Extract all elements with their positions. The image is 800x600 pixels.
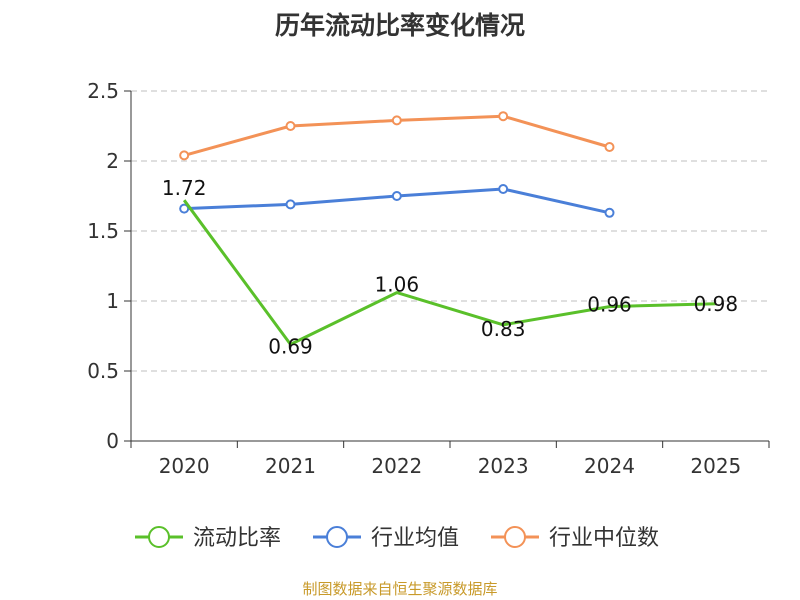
source-note: 制图数据来自恒生聚源数据库: [302, 580, 497, 598]
data-label: 0.96: [587, 293, 632, 317]
y-tick-label: 0: [106, 429, 119, 453]
y-tick-label: 1: [106, 289, 119, 313]
y-tick-label: 2: [106, 149, 119, 173]
data-label: 1.06: [375, 273, 420, 297]
legend-label: 流动比率: [193, 526, 281, 551]
data-point-marker: [498, 184, 509, 194]
legend-marker: [148, 526, 170, 548]
data-point-marker: [498, 111, 509, 122]
x-tick-label: 2024: [584, 454, 635, 478]
data-point-marker: [179, 203, 190, 214]
x-tick-label: 2021: [265, 454, 316, 478]
y-tick-label: 2.5: [87, 79, 119, 103]
data-label: 1.72: [162, 176, 207, 200]
legend[interactable]: 流动比率 行业均值 行业中位数: [135, 526, 659, 551]
x-tick-label: 2023: [478, 454, 529, 478]
legend-item-industry-median[interactable]: 行业中位数: [491, 526, 659, 551]
legend-marker: [504, 526, 526, 548]
data-label: 0.98: [694, 292, 739, 316]
series-layer: [179, 111, 716, 346]
axes: 0 0.5 1 1.5 2 2.5 2020 2021 2022 2023 2024 2025: [87, 79, 770, 478]
x-tick-label: 2020: [159, 454, 210, 478]
legend-label: 行业中位数: [549, 526, 659, 551]
data-label: 0.69: [268, 334, 313, 358]
x-tick-label: 2022: [371, 454, 422, 478]
series-line-current-ratio: [182, 199, 716, 346]
data-point-marker: [604, 207, 615, 218]
data-point-marker: [604, 142, 615, 152]
chart-title: 历年流动比率变化情况: [275, 11, 525, 40]
y-tick-label: 1.5: [87, 219, 119, 243]
legend-marker: [326, 526, 348, 548]
data-point-marker: [391, 115, 402, 126]
data-point-marker: [391, 191, 402, 201]
y-tick-label: 0.5: [87, 359, 119, 383]
data-point-marker: [285, 199, 296, 210]
legend-item-current-ratio[interactable]: 流动比率: [135, 526, 281, 551]
data-point-marker: [179, 150, 190, 161]
data-label: 0.83: [481, 317, 526, 341]
gridlines: [131, 90, 769, 372]
legend-label: 行业均值: [371, 526, 459, 551]
legend-item-industry-average[interactable]: 行业均值: [313, 526, 459, 551]
data-point-marker: [285, 121, 296, 131]
data-labels: 1.72 0.69 1.06 0.83 0.96 0.98: [162, 176, 738, 358]
x-tick-label: 2025: [690, 454, 741, 478]
